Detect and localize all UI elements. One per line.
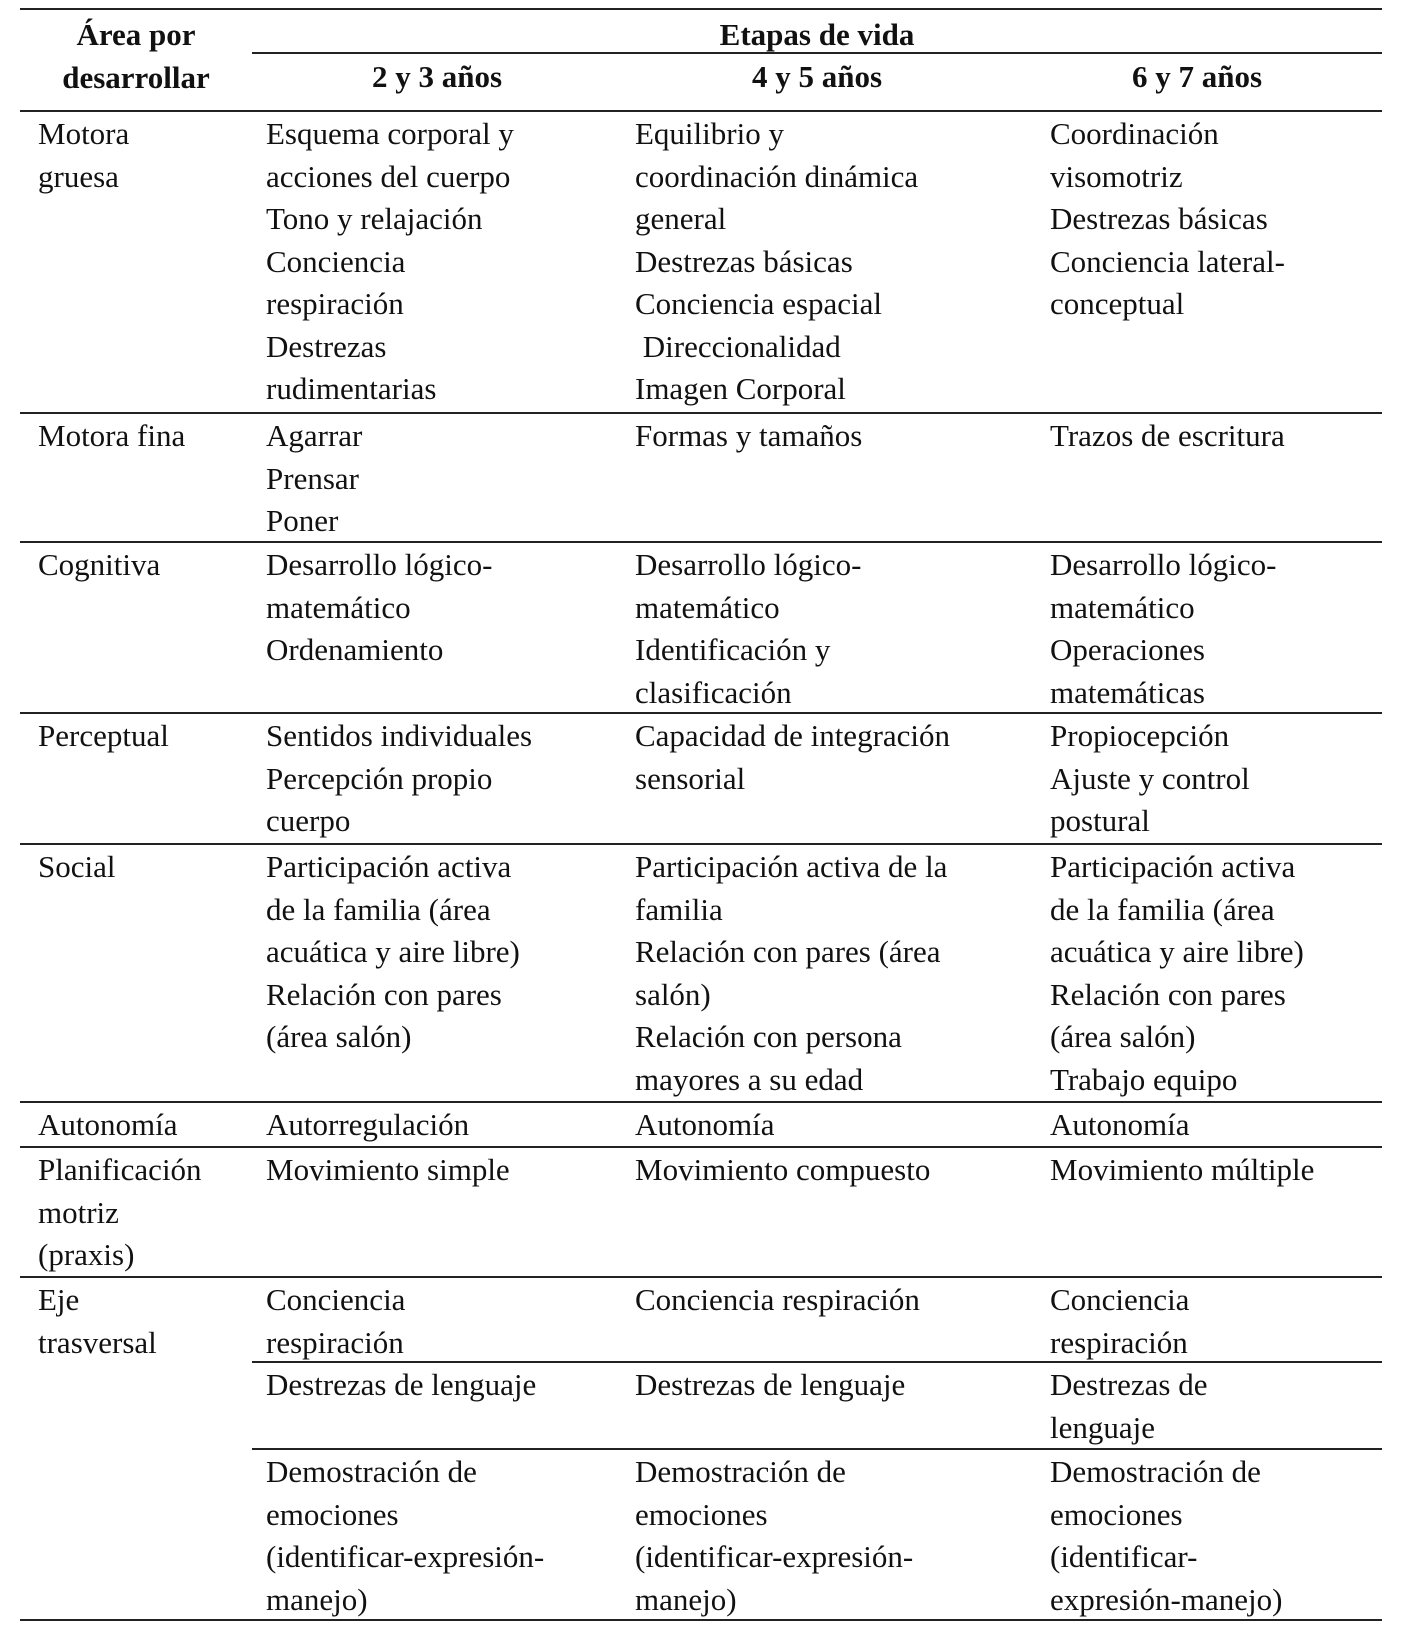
row-cell: Autorregulación: [266, 1107, 470, 1142]
row-cell: Destrezas de lenguaje: [266, 1367, 537, 1402]
row-cell: Sentidos individuales Percepción propio …: [266, 718, 533, 838]
header-stage: 4 y 5 años: [751, 59, 883, 94]
header-stage: 6 y 7 años: [1131, 59, 1263, 94]
row-cell: Autonomía: [635, 1107, 775, 1142]
row-cell: Formas y tamaños: [635, 418, 863, 453]
row-area-label: Planificación motriz (praxis): [38, 1152, 202, 1272]
row-area-label: Perceptual: [38, 718, 169, 753]
row-cell: Coordinación visomotriz Destrezas básica…: [1050, 116, 1285, 321]
row-rule: [252, 1361, 1382, 1363]
top-rule: [20, 8, 1382, 10]
row-cell: Desarrollo lógico- matemático Operacione…: [1050, 547, 1277, 710]
row-cell: Trazos de escritura: [1050, 418, 1285, 453]
row-cell: Participación activa de la familia (área…: [1050, 849, 1304, 1097]
row-rule: [20, 712, 1382, 714]
row-rule: [20, 1101, 1382, 1103]
row-rule: [20, 1146, 1382, 1148]
row-cell: Autonomía: [1050, 1107, 1190, 1142]
row-area-label: Cognitiva: [38, 547, 161, 582]
row-cell: Movimiento simple: [266, 1152, 510, 1187]
header-stage: 2 y 3 años: [371, 59, 503, 94]
header-bottom-rule: [20, 110, 1382, 112]
row-rule: [20, 1276, 1382, 1278]
row-cell: Movimiento compuesto: [635, 1152, 931, 1187]
row-cell: Demostración de emociones (identificar-e…: [266, 1454, 545, 1617]
row-area-label: Social: [38, 849, 116, 884]
row-cell: Agarrar Prensar Poner: [266, 418, 363, 538]
row-cell: Demostración de emociones (identificar-e…: [635, 1454, 914, 1617]
row-cell: Conciencia respiración: [635, 1282, 920, 1317]
row-cell: Conciencia respiración: [266, 1282, 406, 1360]
row-cell: Movimiento múltiple: [1050, 1152, 1315, 1187]
row-area-label: Motora gruesa: [38, 116, 130, 194]
row-cell: Propiocepción Ajuste y control postural: [1050, 718, 1250, 838]
row-rule: [20, 412, 1382, 414]
row-rule: [20, 843, 1382, 845]
row-rule: [252, 1448, 1382, 1450]
header-group-rule: [252, 52, 1382, 54]
row-cell: Esquema corporal y acciones del cuerpo T…: [266, 116, 514, 406]
row-cell: Participación activa de la familia Relac…: [635, 849, 948, 1097]
row-cell: Destrezas de lenguaje: [1050, 1367, 1208, 1445]
row-cell: Equilibrio y coordinación dinámica gener…: [635, 116, 919, 406]
header-area: Área por desarrollar: [62, 17, 210, 95]
row-area-label: Eje trasversal: [38, 1282, 157, 1360]
row-cell: Conciencia respiración: [1050, 1282, 1190, 1360]
row-cell: Demostración de emociones (identificar- …: [1050, 1454, 1283, 1617]
row-cell: Destrezas de lenguaje: [635, 1367, 906, 1402]
row-area-label: Motora fina: [38, 418, 186, 453]
row-cell: Desarrollo lógico- matemático Identifica…: [635, 547, 862, 710]
row-rule: [20, 541, 1382, 543]
row-area-label: Autonomía: [38, 1107, 178, 1142]
header-group: Etapas de vida: [719, 17, 915, 52]
row-cell: Capacidad de integración sensorial: [635, 718, 951, 796]
row-cell: Participación activa de la familia (área…: [266, 849, 520, 1054]
row-cell: Desarrollo lógico- matemático Ordenamien…: [266, 547, 493, 667]
bottom-rule: [20, 1619, 1382, 1621]
